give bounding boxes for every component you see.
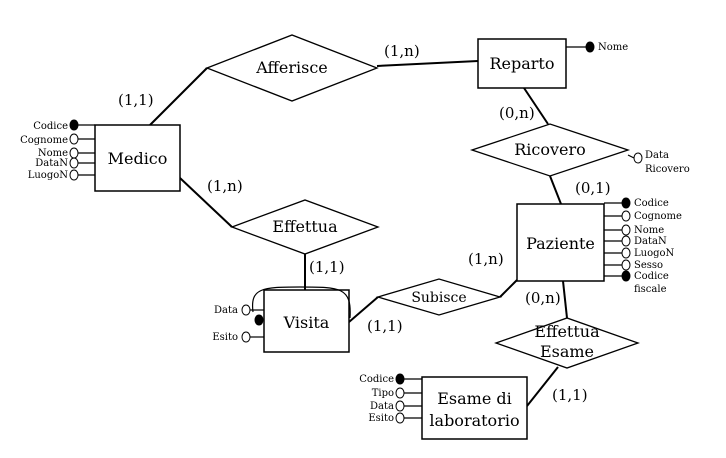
entity-medico: Medico (94, 124, 181, 192)
entity-esame-label-line1: Esame di (437, 389, 512, 408)
paziente-key-marker (621, 197, 631, 209)
visita-identifier-arc (251, 286, 351, 319)
relationship-ricovero: Ricovero Data Ricovero (469, 123, 690, 177)
relationship-subisce-label: Subisce (411, 290, 466, 306)
relationship-effettua-esame-label-line1: Effettua (534, 322, 600, 341)
paziente-attr-codice-fiscale-line1: Codice (634, 271, 669, 282)
esame-attr-tipo: Tipo (372, 388, 394, 399)
entity-paziente-label: Paziente (526, 234, 595, 253)
esame-attr-esito: Esito (368, 413, 394, 424)
reparto-attr-nome: Nome (598, 42, 628, 53)
entity-paziente: Paziente (516, 203, 605, 282)
paziente-attr-marker (621, 224, 631, 236)
paziente-attr-marker (621, 235, 631, 247)
paziente-attr-marker (621, 259, 631, 271)
visita-attr-data: Data (214, 305, 238, 316)
medico-attr-codice: Codice (33, 121, 68, 132)
esame-attr-marker (395, 412, 405, 424)
card-medico-afferisce: (1,1) (118, 91, 154, 109)
ricovero-attr-data: Data (645, 150, 669, 161)
paziente-attr-datan: DataN (634, 236, 667, 247)
relationship-effettua-esame: Effettua Esame (494, 317, 640, 369)
card-paziente-ricovero: (0,1) (575, 179, 611, 197)
ricovero-attr-ricovero: Ricovero (645, 164, 690, 175)
paziente-attr-codice: Codice (634, 198, 669, 209)
entity-medico-label: Medico (108, 149, 168, 168)
paziente-attr-marker (621, 210, 631, 222)
entity-reparto: Reparto Nome (477, 38, 628, 89)
paziente-key-marker (621, 270, 631, 282)
visita-key-marker (254, 314, 264, 326)
card-paziente-esame: (0,n) (525, 289, 561, 307)
medico-attr-marker (69, 157, 79, 169)
paziente-attr-cognome: Cognome (634, 211, 682, 222)
relationship-afferisce: Afferisce (205, 34, 379, 102)
paziente-attributes: Codice Cognome Nome DataN LuogoN Sesso C… (604, 197, 682, 295)
medico-attr-nome: Nome (38, 148, 68, 159)
medico-attr-luogon: LuogoN (28, 170, 69, 181)
visita-attr-marker (241, 304, 251, 316)
esame-attributes: Codice Tipo Data Esito (359, 373, 422, 424)
entity-esame-label-line2: laboratorio (429, 411, 519, 430)
esame-attr-codice: Codice (359, 374, 394, 385)
card-reparto-ricovero: (0,n) (499, 104, 535, 122)
entity-visita-label: Visita (283, 313, 330, 332)
relationship-subisce: Subisce (375, 278, 503, 316)
card-medico-effettua: (1,n) (207, 177, 243, 195)
card-esame-esame: (1,1) (552, 386, 588, 404)
paziente-attr-marker (621, 247, 631, 259)
entity-reparto-label: Reparto (489, 54, 554, 73)
visita-attr-esito: Esito (212, 332, 238, 343)
medico-attr-datan: DataN (35, 158, 68, 169)
relationship-afferisce-label: Afferisce (255, 58, 328, 77)
medico-attributes: Codice Cognome Nome DataN LuogoN (20, 119, 95, 181)
relationship-effettua-label: Effettua (272, 217, 338, 236)
esame-key-marker (395, 373, 405, 385)
card-reparto-afferisce: (1,n) (384, 42, 420, 60)
esame-attr-marker (395, 387, 405, 399)
esame-attr-data: Data (370, 401, 394, 412)
medico-attr-cognome: Cognome (20, 135, 68, 146)
paziente-attr-sesso: Sesso (634, 260, 663, 271)
visita-attr-marker (241, 331, 251, 343)
relationship-effettua: Effettua (230, 199, 380, 255)
esame-attr-marker (395, 400, 405, 412)
relationship-effettua-esame-label-line2: Esame (540, 342, 594, 361)
entity-esame: Esame di laboratorio (421, 376, 528, 440)
medico-key-marker (69, 119, 79, 131)
cardinality-labels: (1,1) (1,n) (0,n) (0,1) (1,n) (1,1) (1,n… (118, 42, 611, 404)
paziente-attr-nome: Nome (634, 225, 664, 236)
relationship-ricovero-label: Ricovero (514, 140, 586, 159)
paziente-attr-luogon: LuogoN (634, 248, 675, 259)
card-paziente-subisce: (1,n) (468, 250, 504, 268)
paziente-attr-codice-fiscale-line2: fiscale (634, 284, 667, 295)
ricovero-attr-marker (633, 152, 643, 164)
reparto-key-marker (585, 41, 595, 53)
medico-attr-marker (69, 169, 79, 181)
medico-attr-marker (69, 147, 79, 159)
medico-attr-marker (69, 133, 79, 145)
card-visita-effettua: (1,1) (309, 258, 345, 276)
card-visita-subisce: (1,1) (367, 317, 403, 335)
entity-visita: Visita Data Esito (212, 286, 351, 353)
